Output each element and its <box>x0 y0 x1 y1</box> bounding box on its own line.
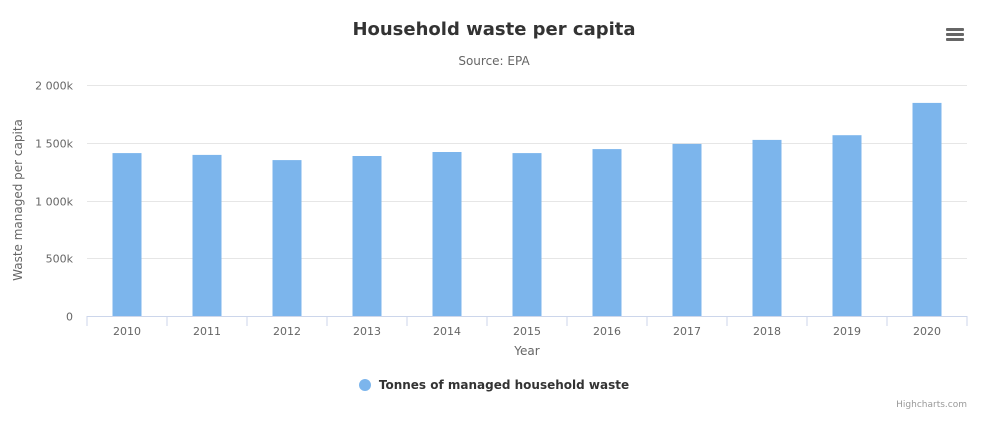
bar-2011[interactable] <box>192 154 222 316</box>
y-tick-label: 0 <box>66 311 73 324</box>
y-tick-label: 1 000k <box>35 196 73 209</box>
bar-2016[interactable] <box>592 149 622 316</box>
y-axis-title: Waste managed per capita <box>11 119 25 281</box>
legend-circle-icon <box>358 379 371 391</box>
x-tick-label: 2016 <box>593 325 621 338</box>
y-tick-label: 1 500k <box>35 138 73 151</box>
context-menu-button[interactable] <box>943 26 967 46</box>
x-tick-label: 2012 <box>273 325 301 338</box>
hamburger-menu-icon <box>946 28 964 31</box>
x-tick-label: 2014 <box>433 325 461 338</box>
bar-2020[interactable] <box>912 102 942 317</box>
credits-link[interactable]: Highcharts.com <box>896 400 967 410</box>
bar-2013[interactable] <box>352 156 382 316</box>
bar-2010[interactable] <box>112 153 142 316</box>
y-tick-label: 500k <box>46 253 74 266</box>
bar-2012[interactable] <box>272 160 302 316</box>
y-tick-label: 2 000k <box>35 80 73 93</box>
chart-subtitle: Source: EPA <box>458 54 530 68</box>
bar-2014[interactable] <box>432 152 462 316</box>
x-tick-label: 2018 <box>753 325 781 338</box>
legend: Tonnes of managed household waste <box>0 378 988 394</box>
bar-2015[interactable] <box>512 153 542 316</box>
x-tick-label: 2015 <box>513 325 541 338</box>
x-tick-label: 2011 <box>193 325 221 338</box>
legend-label: Tonnes of managed household waste <box>378 378 630 392</box>
x-tick-label: 2020 <box>913 325 941 338</box>
bar-2018[interactable] <box>752 139 782 316</box>
x-tick-label: 2010 <box>113 325 141 338</box>
x-axis-title: Year <box>513 344 539 358</box>
x-tick-label: 2013 <box>353 325 381 338</box>
bar-2017[interactable] <box>672 143 702 316</box>
bar-2019[interactable] <box>832 135 862 316</box>
x-tick-label: 2019 <box>833 325 861 338</box>
x-tick-label: 2017 <box>673 325 701 338</box>
chart-title: Household waste per capita <box>352 19 636 40</box>
legend-item[interactable]: Tonnes of managed household waste <box>358 378 630 392</box>
